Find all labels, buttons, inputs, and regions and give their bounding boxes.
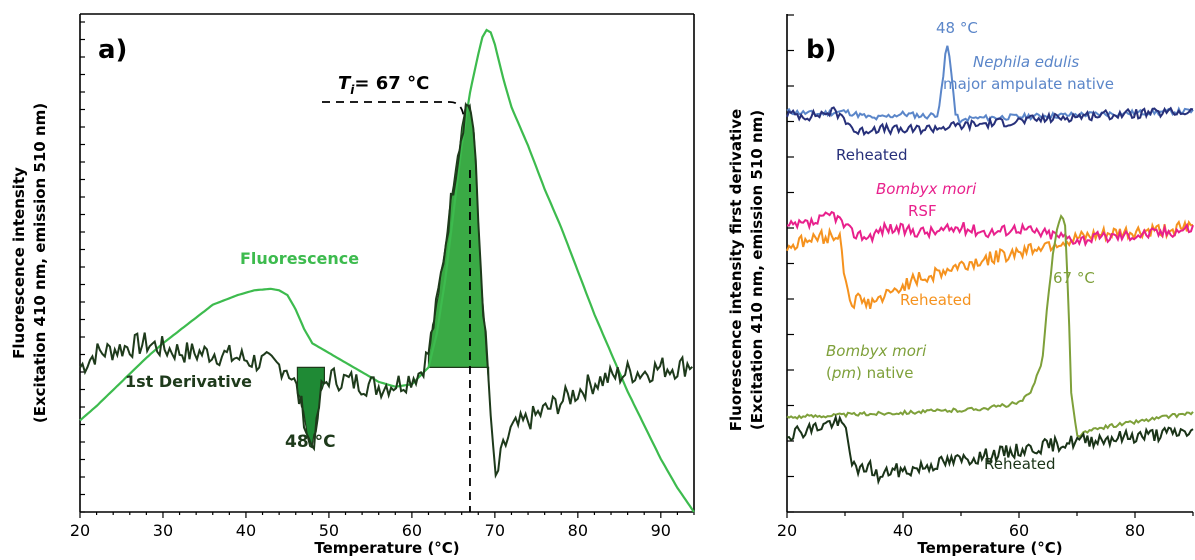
x-tick-label: 80 — [1125, 521, 1145, 540]
panel-b-y-axis-title-line2: (Excitation 410 nm, emission 510 nm) — [748, 110, 766, 430]
panel-a-label: a) — [98, 35, 127, 65]
nephila-reheated-series-line — [786, 106, 1194, 137]
bombyx-rsf-reheated-label: Reheated — [900, 291, 972, 309]
x-tick-label: 40 — [236, 521, 256, 540]
bombyx-rsf-reheated-series-line — [786, 219, 1194, 311]
bombyx-pm-reheated-label: Reheated — [984, 455, 1056, 473]
panel-b-x-axis-title: Temperature (°C) — [917, 539, 1062, 557]
x-tick-label: 90 — [651, 521, 671, 540]
panel-a-y-axis-title-line2: (Excitation 410 nm, emission 510 nm) — [31, 103, 49, 423]
x-tick-label: 80 — [568, 521, 588, 540]
panel-b-y-axis-title-line1: Fluorescence intensity first derivative — [727, 109, 745, 431]
bombyx-pm-desc-label: (pm) native — [826, 364, 913, 382]
bombyx-rsf-desc-label: RSF — [908, 202, 937, 220]
panel-a: 20 30 40 50 60 70 80 90 a) Temperature (°C) Flu… — [10, 13, 695, 557]
bombyx-rsf-name-label: Bombyx mori — [876, 180, 977, 198]
nephila-name-label: Nephila edulis — [973, 53, 1079, 71]
panel-b: 20 40 60 80 b) Temperature (°C) Fluorescenc… — [727, 14, 1194, 557]
panel-b-x-ticks: 20 40 60 80 — [777, 512, 1194, 540]
x-tick-label: 30 — [153, 521, 173, 540]
nephila-reheated-label: Reheated — [836, 146, 908, 164]
bombyx-rsf-series-line — [786, 210, 1194, 248]
peak-67-label: 67 °C — [1053, 269, 1095, 287]
ti-annotation: Ti= 67 °C — [338, 73, 429, 97]
panel-b-label: b) — [806, 35, 837, 65]
ti-leader-dashed-line — [322, 101, 465, 121]
x-tick-label: 60 — [1009, 521, 1029, 540]
bombyx-pm-name-label: Bombyx mori — [826, 342, 927, 360]
bombyx-pm-reheated-series-line — [786, 413, 1194, 486]
panel-a-y-axis-title-line1: Fluorescence intensity — [10, 167, 28, 359]
derivative-dip-fill — [296, 366, 325, 449]
x-tick-label: 40 — [893, 521, 913, 540]
panel-a-x-axis-title: Temperature (°C) — [314, 539, 459, 557]
peak-48-label: 48 °C — [936, 19, 978, 37]
derivative-label: 1st Derivative — [125, 372, 252, 391]
x-tick-label: 20 — [777, 521, 797, 540]
nephila-desc-label: major ampulate native — [943, 75, 1114, 93]
fluorescence-series-line — [79, 28, 695, 513]
fluorescence-label: Fluorescence — [240, 249, 359, 268]
x-tick-label: 60 — [402, 521, 422, 540]
derivative-series-line — [79, 103, 693, 479]
bombyx-pm-native-series-line — [786, 213, 1194, 438]
panel-a-y-ticks — [80, 21, 85, 513]
x-tick-label: 50 — [319, 521, 339, 540]
x-tick-label: 70 — [485, 521, 505, 540]
dip-temperature-label: 48 °C — [285, 432, 336, 452]
x-tick-label: 20 — [70, 521, 90, 540]
panel-b-y-ticks — [787, 14, 794, 513]
panel-a-x-ticks: 20 30 40 50 60 70 80 90 — [70, 512, 695, 540]
